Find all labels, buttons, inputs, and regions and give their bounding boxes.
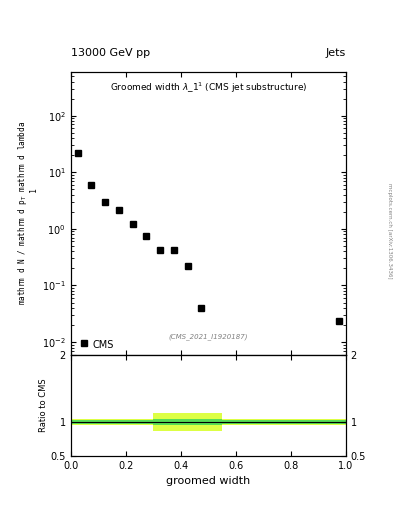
Y-axis label: mathrm d N / mathrm d p$_\mathrm{T}$ mathrm d lambda
          1: mathrm d N / mathrm d p$_\mathrm{T}$ mat… [16,121,39,305]
Y-axis label: Ratio to CMS: Ratio to CMS [39,378,48,432]
Text: 13000 GeV pp: 13000 GeV pp [71,48,150,58]
X-axis label: groomed width: groomed width [166,476,250,486]
Text: mcplots.cern.ch [arXiv:1306.3436]: mcplots.cern.ch [arXiv:1306.3436] [387,183,392,278]
Text: Jets: Jets [325,48,346,58]
Text: CMS: CMS [93,339,114,350]
Text: Groomed width $\lambda\_1^1$ (CMS jet substructure): Groomed width $\lambda\_1^1$ (CMS jet su… [110,80,307,95]
Text: (CMS_2021_I1920187): (CMS_2021_I1920187) [169,334,248,340]
